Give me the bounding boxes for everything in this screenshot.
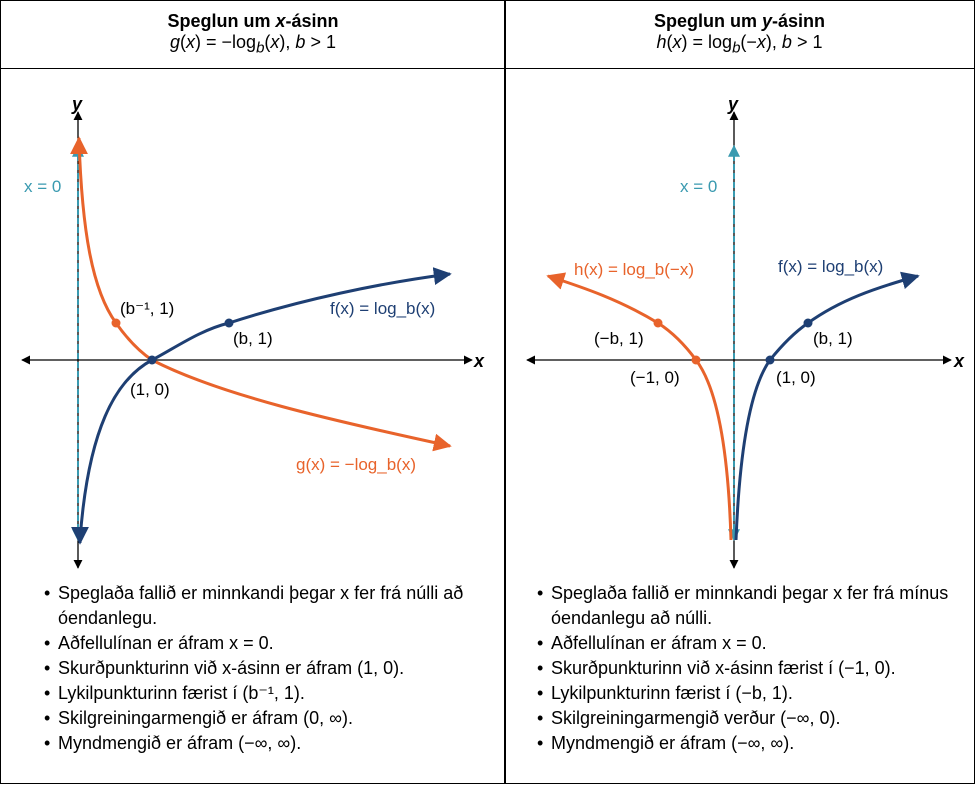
left-bullet: Skurðpunkturinn við x-ásinn er áfram (1,… xyxy=(44,656,494,681)
left-formula: g(x) = −logb(x), b > 1 xyxy=(170,32,336,57)
graphs-svg: x y x = 0 (b⁻¹, 1) (b, 1) (1, 0) f(x) = … xyxy=(21,94,965,569)
left-label-b: (b, 1) xyxy=(233,329,273,348)
panel-reflection-x-axis: Speglun um x-ásinn g(x) = −logb(x), b > … xyxy=(0,0,506,784)
left-g-curve xyxy=(77,139,452,452)
left-header: Speglun um x-ásinn g(x) = −logb(x), b > … xyxy=(1,1,505,69)
right-bullet: Speglaða fallið er minnkandi þegar x fer… xyxy=(537,581,967,631)
right-header: Speglun um y-ásinn h(x) = logb(−x), b > … xyxy=(505,1,974,69)
right-formula: h(x) = logb(−x), b > 1 xyxy=(656,32,823,57)
right-bullet-list: Speglaða fallið er minnkandi þegar x fer… xyxy=(537,581,967,756)
right-f-label: f(x) = log_b(x) xyxy=(778,257,883,276)
left-label-b-inv: (b⁻¹, 1) xyxy=(120,299,174,318)
left-asymptote-label: x = 0 xyxy=(24,177,61,196)
right-bullet: Lykilpunkturinn færist í (−b, 1). xyxy=(537,681,967,706)
left-y-axis-label: y xyxy=(71,94,83,114)
right-label-neg-one: (−1, 0) xyxy=(630,368,680,387)
right-bullet: Skilgreiningarmengið verður (−∞, 0). xyxy=(537,706,967,731)
right-bullet: Skurðpunkturinn við x-ásinn færist í (−1… xyxy=(537,656,967,681)
left-bullet: Myndmengið er áfram (−∞, ∞). xyxy=(44,731,494,756)
right-f-curve xyxy=(734,271,920,541)
left-bullet: Lykilpunkturinn færist í (b⁻¹, 1). xyxy=(44,681,494,706)
right-point-neg-b xyxy=(653,318,663,328)
left-x-axis-label: x xyxy=(473,351,485,371)
left-point-b-inv xyxy=(111,318,121,328)
right-x-axis-label: x xyxy=(953,351,965,371)
left-bullet: Skilgreiningarmengið er áfram (0, ∞). xyxy=(44,706,494,731)
right-point-b xyxy=(803,318,813,328)
right-point-one xyxy=(765,355,775,365)
left-f-curve xyxy=(78,267,452,541)
right-bullet: Aðfellulínan er áfram x = 0. xyxy=(537,631,967,656)
right-h-label: h(x) = log_b(−x) xyxy=(574,260,694,279)
right-point-neg-one xyxy=(691,355,701,365)
right-label-b: (b, 1) xyxy=(813,329,853,348)
right-title: Speglun um y-ásinn xyxy=(653,11,826,31)
left-graph: x y x = 0 (b⁻¹, 1) (b, 1) (1, 0) f(x) = … xyxy=(21,94,485,569)
left-bullet-list: Speglaða fallið er minnkandi þegar x fer… xyxy=(44,581,494,756)
right-h-curve xyxy=(546,272,733,541)
right-label-one: (1, 0) xyxy=(776,368,816,387)
left-point-origin xyxy=(147,355,157,365)
left-title: Speglun um x-ásinn xyxy=(167,11,339,31)
right-graph: x y x = 0 (−b, 1) (b, 1) (−1, 0) (1, 0) … xyxy=(526,94,965,569)
left-label-origin: (1, 0) xyxy=(130,380,170,399)
left-g-label: g(x) = −log_b(x) xyxy=(296,455,416,474)
right-bullet: Myndmengið er áfram (−∞, ∞). xyxy=(537,731,967,756)
left-bullet: Aðfellulínan er áfram x = 0. xyxy=(44,631,494,656)
left-f-label: f(x) = log_b(x) xyxy=(330,299,435,318)
left-point-b xyxy=(224,318,234,328)
right-y-axis-label: y xyxy=(727,94,739,114)
right-label-neg-b: (−b, 1) xyxy=(594,329,644,348)
left-bullet: Speglaða fallið er minnkandi þegar x fer… xyxy=(44,581,494,631)
right-asymptote-label: x = 0 xyxy=(680,177,717,196)
